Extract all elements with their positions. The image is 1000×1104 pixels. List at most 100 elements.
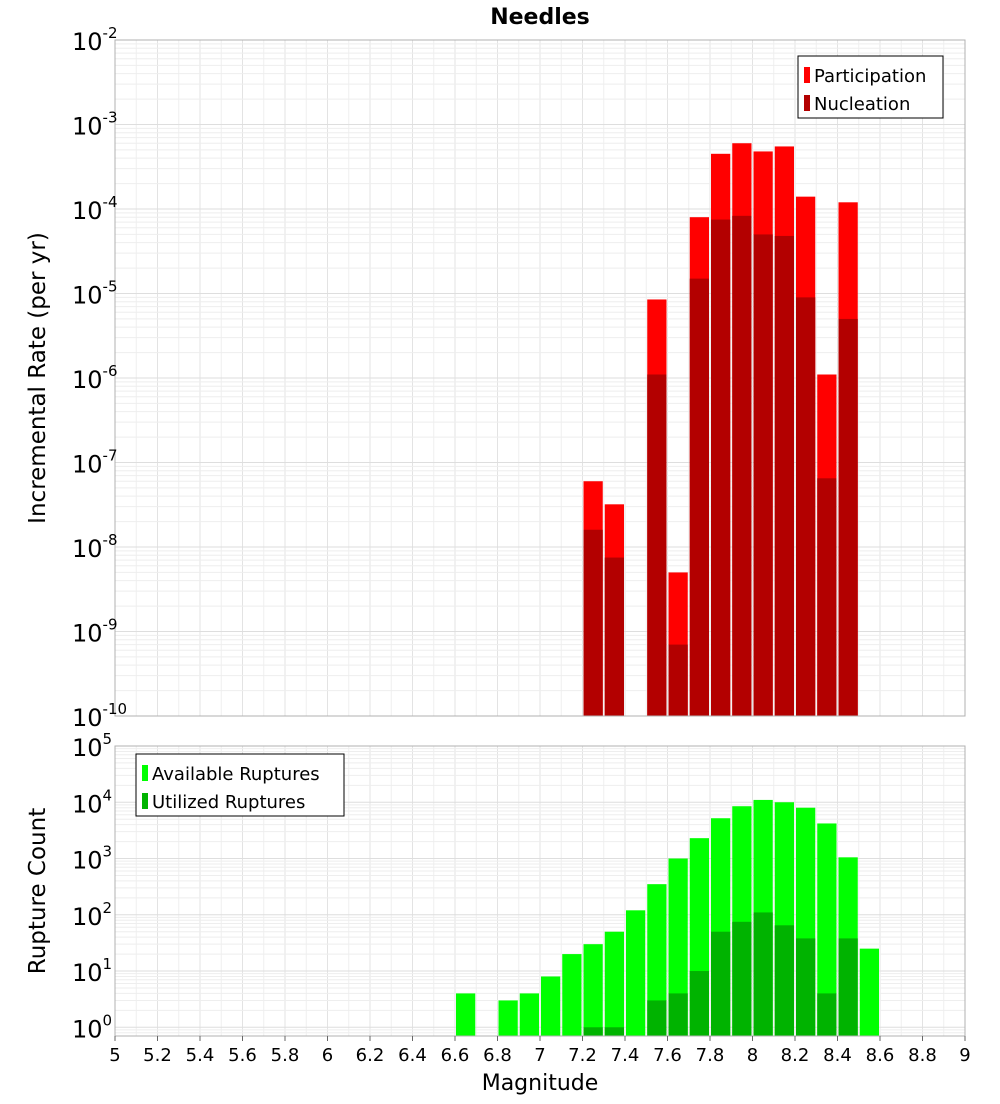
y-tick-label: 10-7 bbox=[72, 447, 118, 479]
y-tick-label: 10-6 bbox=[72, 362, 118, 394]
legend-label: Nucleation bbox=[814, 94, 910, 115]
y-tick-exponent: 4 bbox=[103, 786, 113, 804]
y-tick-base: 10 bbox=[72, 113, 103, 141]
y-tick-base: 10 bbox=[72, 734, 103, 762]
x-tick-label: 6 bbox=[322, 1045, 333, 1066]
bar-primary bbox=[859, 948, 879, 1036]
legend-label: Available Ruptures bbox=[152, 764, 320, 785]
y-tick-label: 10-8 bbox=[72, 531, 118, 563]
legend-label: Utilized Ruptures bbox=[152, 792, 305, 813]
bar-secondary bbox=[604, 1027, 624, 1036]
bar-primary bbox=[519, 993, 539, 1036]
bar-secondary bbox=[711, 219, 731, 717]
bar-primary bbox=[626, 910, 646, 1036]
x-tick-label: 7 bbox=[534, 1045, 545, 1066]
y-tick-base: 10 bbox=[72, 28, 103, 56]
bar-primary bbox=[668, 858, 688, 1036]
x-tick-label: 7.2 bbox=[568, 1045, 597, 1066]
y-tick-label: 10-2 bbox=[72, 24, 118, 56]
x-tick-label: 5.6 bbox=[228, 1045, 257, 1066]
bar-secondary bbox=[753, 234, 773, 717]
x-tick-label: 9 bbox=[959, 1045, 970, 1066]
bar-primary bbox=[456, 993, 476, 1036]
bar-primary bbox=[583, 944, 603, 1036]
y-tick-exponent: 3 bbox=[103, 843, 113, 861]
y-tick-label: 10-4 bbox=[72, 193, 118, 225]
bar-secondary bbox=[817, 993, 837, 1036]
y-tick-exponent: -4 bbox=[103, 193, 118, 211]
x-tick-label: 8.4 bbox=[823, 1045, 852, 1066]
bar-secondary bbox=[774, 235, 794, 716]
y-tick-base: 10 bbox=[72, 959, 103, 987]
x-tick-label: 5.2 bbox=[143, 1045, 172, 1066]
y-tick-base: 10 bbox=[72, 535, 103, 563]
y-tick-label: 105 bbox=[72, 730, 112, 762]
bar-secondary bbox=[668, 993, 688, 1036]
y-tick-exponent: -3 bbox=[103, 109, 118, 127]
x-tick-label: 6.6 bbox=[441, 1045, 470, 1066]
x-tick-label: 8.8 bbox=[908, 1045, 937, 1066]
y-tick-base: 10 bbox=[72, 620, 103, 648]
y-tick-exponent: -2 bbox=[103, 24, 118, 42]
bar-secondary bbox=[838, 318, 858, 716]
bar-secondary bbox=[604, 557, 624, 716]
x-tick-label: 6.4 bbox=[398, 1045, 427, 1066]
y-tick-label: 101 bbox=[72, 955, 112, 987]
legend-swatch bbox=[142, 793, 148, 809]
bar-primary bbox=[817, 823, 837, 1036]
bar-primary bbox=[562, 954, 582, 1036]
y-tick-exponent: 2 bbox=[103, 899, 113, 917]
y-axis-label: Rupture Count bbox=[25, 808, 51, 974]
bar-secondary bbox=[711, 931, 731, 1036]
y-tick-exponent: -8 bbox=[103, 531, 118, 549]
legend-swatch bbox=[804, 67, 810, 83]
y-tick-exponent: 1 bbox=[103, 955, 113, 973]
x-tick-label: 8 bbox=[747, 1045, 758, 1066]
legend-box bbox=[135, 753, 345, 817]
bar-secondary bbox=[647, 374, 667, 716]
x-tick-label: 5.8 bbox=[271, 1045, 300, 1066]
bar-secondary bbox=[817, 478, 837, 716]
legend-swatch bbox=[142, 765, 148, 781]
bar-secondary bbox=[689, 971, 709, 1036]
y-tick-exponent: 5 bbox=[103, 730, 113, 748]
y-tick-base: 10 bbox=[72, 903, 103, 931]
bar-secondary bbox=[689, 278, 709, 716]
y-tick-exponent: -9 bbox=[103, 616, 118, 634]
y-tick-label: 10-9 bbox=[72, 616, 118, 648]
y-tick-label: 10-3 bbox=[72, 109, 118, 141]
bar-primary bbox=[498, 1000, 518, 1036]
bar-primary bbox=[541, 976, 561, 1036]
y-tick-label: 104 bbox=[72, 786, 112, 818]
y-axis-label: Incremental Rate (per yr) bbox=[25, 232, 51, 524]
bar-secondary bbox=[732, 215, 752, 717]
x-tick-label: 5 bbox=[109, 1045, 120, 1066]
y-tick-exponent: 0 bbox=[103, 1011, 113, 1029]
y-tick-exponent: -6 bbox=[103, 362, 118, 380]
bar-secondary bbox=[732, 921, 752, 1036]
bar-secondary bbox=[753, 912, 773, 1036]
bar-secondary bbox=[583, 1027, 603, 1036]
bar-secondary bbox=[796, 297, 816, 716]
y-tick-base: 10 bbox=[72, 366, 103, 394]
y-tick-label: 10-10 bbox=[72, 700, 127, 732]
x-tick-label: 8.2 bbox=[781, 1045, 810, 1066]
bar-secondary bbox=[583, 529, 603, 716]
x-axis-label: Magnitude bbox=[482, 1071, 599, 1096]
legend-box bbox=[797, 55, 944, 119]
y-tick-label: 103 bbox=[72, 843, 112, 875]
y-tick-base: 10 bbox=[72, 847, 103, 875]
bar-secondary bbox=[774, 925, 794, 1036]
top-plot-area: 10-1010-910-810-710-610-510-410-310-2Inc… bbox=[25, 5, 966, 732]
bar-secondary bbox=[647, 1000, 667, 1036]
y-tick-exponent: -5 bbox=[103, 278, 118, 296]
x-tick-label: 7.4 bbox=[611, 1045, 640, 1066]
y-tick-base: 10 bbox=[72, 790, 103, 818]
x-tick-label: 5.4 bbox=[186, 1045, 215, 1066]
y-tick-label: 102 bbox=[72, 899, 112, 931]
chart-title: Needles bbox=[490, 5, 590, 30]
y-tick-base: 10 bbox=[72, 197, 103, 225]
y-tick-base: 10 bbox=[72, 1015, 103, 1043]
